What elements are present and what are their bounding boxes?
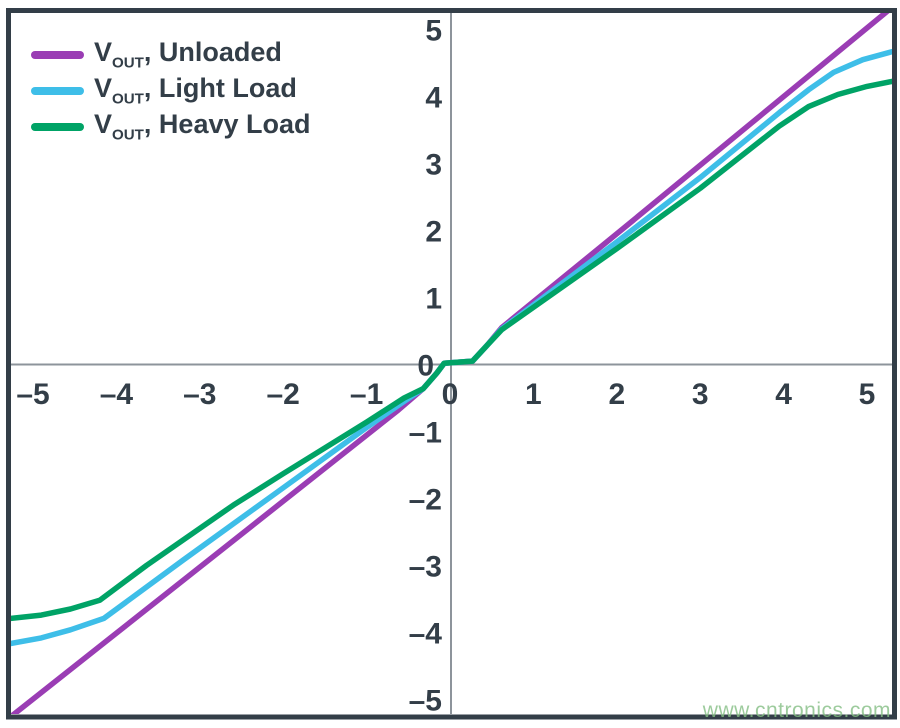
legend-label-prefix: V (94, 109, 113, 140)
legend-label-suffix: , Light Load (143, 73, 297, 104)
y-tick-label--2: –2 (409, 484, 442, 517)
legend-label: VOUT, Light Load (94, 75, 297, 107)
x-tick-label--4: –4 (100, 378, 134, 411)
legend-label-suffix: , Unloaded (143, 37, 282, 68)
x-tick-label--1: –1 (350, 378, 383, 411)
legend-swatch-line (31, 51, 84, 59)
legend-item: VOUT, Unloaded (31, 37, 310, 73)
legend-label-subscript: OUT (112, 90, 144, 108)
legend-label-subscript: OUT (112, 54, 144, 72)
legend-label: VOUT, Heavy Load (94, 111, 310, 143)
y-tick-label-4: 4 (425, 82, 442, 115)
x-tick-label-0: 0 (442, 378, 459, 411)
legend-swatch-line (31, 87, 84, 95)
legend-label-prefix: V (94, 37, 113, 68)
legend-label: VOUT, Unloaded (94, 39, 282, 71)
x-tick-label--3: –3 (183, 378, 216, 411)
y-tick-label-0: 0 (417, 350, 434, 383)
x-tick-label-2: 2 (608, 378, 625, 411)
y-tick-label--3: –3 (409, 551, 442, 584)
legend: VOUT, Unloaded VOUT, Light Load VOUT, He… (31, 37, 310, 145)
y-tick-label-2: 2 (425, 216, 442, 249)
y-tick-label-3: 3 (425, 149, 442, 182)
x-tick-label--2: –2 (267, 378, 300, 411)
y-tick-label-5: 5 (425, 15, 442, 48)
series-group (11, 13, 892, 714)
legend-label-suffix: , Heavy Load (143, 109, 311, 140)
series-line-2 (11, 78, 892, 622)
legend-item: VOUT, Light Load (31, 73, 310, 109)
legend-item: VOUT, Heavy Load (31, 109, 310, 145)
y-tick-label--1: –1 (409, 417, 442, 450)
x-tick-label-3: 3 (692, 378, 709, 411)
x-tick-label--5: –5 (16, 378, 49, 411)
y-tick-label--4: –4 (409, 618, 443, 651)
y-tick-label--5: –5 (409, 685, 442, 718)
legend-label-prefix: V (94, 73, 113, 104)
x-tick-label-1: 1 (525, 378, 542, 411)
y-tick-label-1: 1 (425, 283, 442, 316)
watermark: www.cntronics.com (702, 699, 891, 722)
legend-swatch-line (31, 123, 84, 131)
plot-border (6, 8, 897, 720)
x-tick-label-5: 5 (859, 378, 876, 411)
legend-label-subscript: OUT (112, 126, 144, 144)
x-tick-label-4: 4 (775, 378, 792, 411)
